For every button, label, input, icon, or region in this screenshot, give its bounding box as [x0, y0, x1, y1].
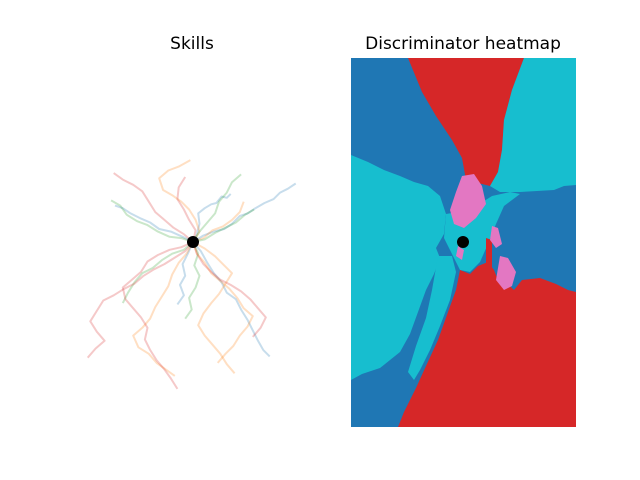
- skills-plot: [86, 159, 297, 390]
- skill-trajectory-17: [121, 241, 194, 390]
- skill-trajectory-15: [113, 172, 194, 243]
- heatmap-title: Discriminator heatmap: [365, 34, 561, 54]
- heatmap-region-pink-lower: [496, 256, 516, 290]
- skill-trajectory-0: [192, 193, 232, 243]
- heatmap-region-spike: [486, 238, 492, 272]
- skill-trajectory-7: [132, 241, 194, 377]
- heatmap-origin-marker: [457, 236, 469, 248]
- heatmap-region-top-right: [490, 58, 576, 192]
- skills-title: Skills: [170, 34, 214, 54]
- skill-trajectory-12: [121, 241, 194, 304]
- skill-trajectory-9: [192, 241, 254, 364]
- skill-trajectory-1: [192, 182, 297, 243]
- skill-trajectory-19: [176, 176, 197, 243]
- skill-trajectory-16: [86, 241, 194, 359]
- skill-trajectory-3: [192, 241, 271, 358]
- skills-origin-marker: [187, 236, 199, 248]
- heatmap-region-stripe: [408, 256, 456, 380]
- heatmap-region-pink-upper: [450, 174, 486, 228]
- heatmap-plot: [351, 58, 576, 427]
- skill-trajectory-8: [192, 201, 245, 243]
- skill-trajectory-2: [114, 204, 194, 243]
- heatmap-region-top: [408, 58, 524, 186]
- heatmap-region-pink-dot: [456, 246, 464, 260]
- skill-trajectory-18: [192, 241, 267, 338]
- skill-trajectory-14: [192, 208, 255, 243]
- heatmap-region-bottom: [398, 262, 576, 427]
- heatmap-region-pink-small: [490, 226, 502, 248]
- skill-trajectory-11: [192, 173, 242, 243]
- skill-trajectory-4: [176, 241, 194, 305]
- skill-trajectory-6: [192, 241, 236, 374]
- skill-trajectory-5: [158, 159, 201, 243]
- heatmap-region-left: [351, 155, 446, 380]
- skill-trajectory-13: [184, 241, 201, 320]
- skill-trajectory-10: [110, 199, 194, 243]
